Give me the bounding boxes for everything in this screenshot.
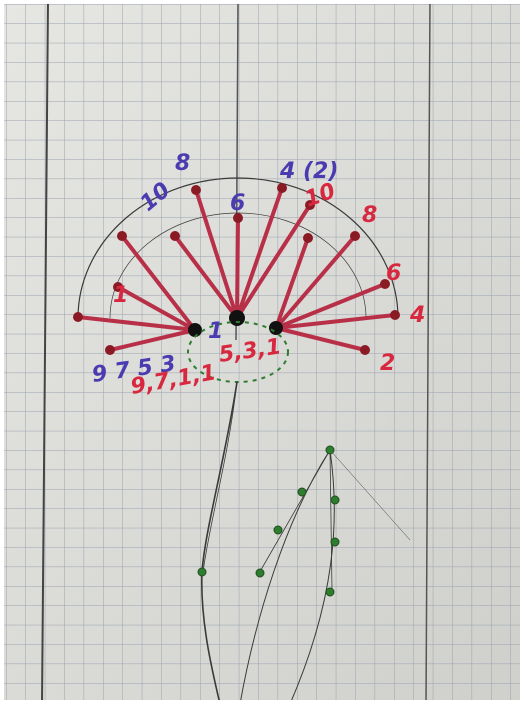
blue-label: 1 (208, 319, 223, 344)
photo: 81064 (2)9 7 5 3110864215,3,19,7,1,1 (0, 0, 524, 704)
red-label: 1 (113, 283, 128, 308)
blue-label: 8 (175, 151, 190, 176)
red-label: 2 (380, 351, 395, 376)
red-label: 8 (362, 203, 377, 228)
red-label: 4 (409, 303, 425, 328)
blue-label: 6 (230, 191, 245, 216)
red-label: 6 (386, 261, 401, 286)
